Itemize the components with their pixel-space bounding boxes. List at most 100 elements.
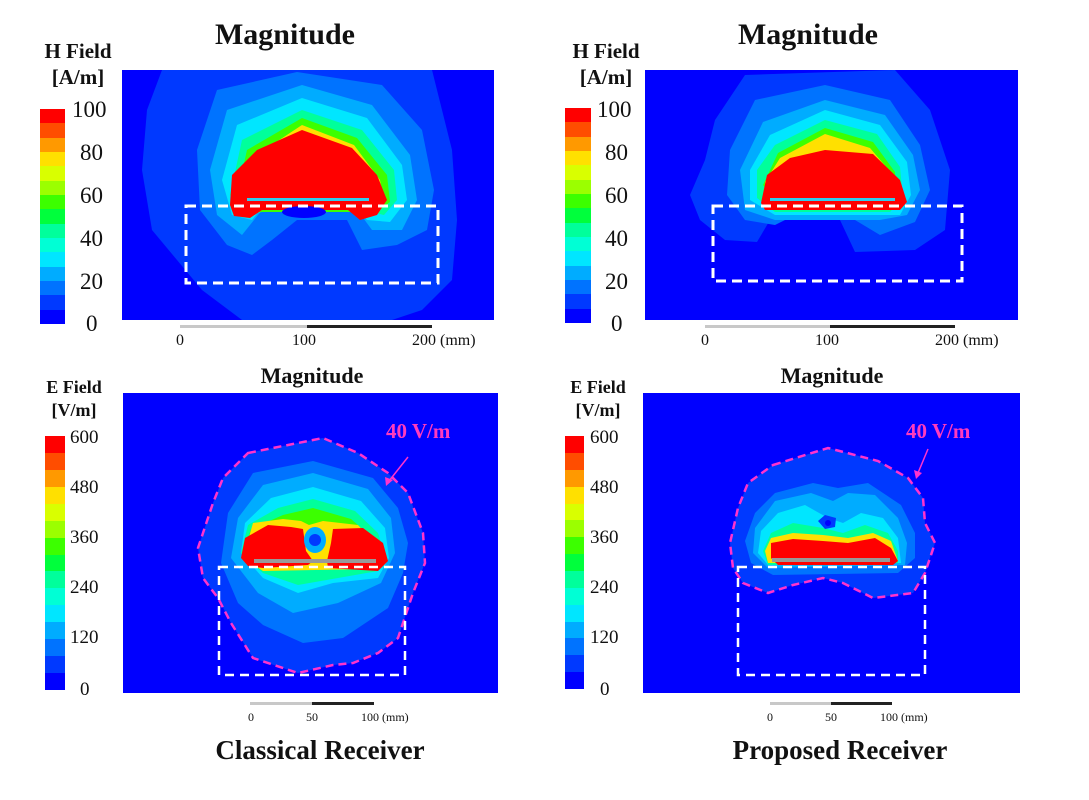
colorbar-band	[45, 503, 65, 521]
colorbar-band	[40, 295, 65, 310]
h-field-map-classical	[122, 70, 494, 320]
colorbar-band	[565, 570, 584, 588]
annotation-arrow	[917, 448, 929, 474]
colorbar-band	[565, 108, 591, 123]
panel-title: Magnitude	[780, 363, 884, 388]
tick-label: 0	[80, 679, 90, 700]
scalebar-label: 100 (mm)	[361, 710, 409, 724]
colorbar-band	[565, 179, 591, 195]
receiver-coil	[247, 198, 369, 201]
colorbar-band	[45, 656, 65, 674]
tick-label: 60	[80, 183, 103, 208]
tick-label: 0	[611, 311, 623, 336]
colorbar-band	[45, 673, 65, 690]
h-colorbar-ticks-proposed: 100 80 60 40 20 0	[597, 98, 647, 336]
colorbar-band	[40, 137, 65, 153]
scalebar-label: 0	[767, 710, 773, 724]
scalebar-dark-segment	[831, 702, 892, 705]
e-field-map-proposed	[643, 393, 1020, 693]
tick-label: 20	[605, 269, 628, 294]
scalebar-label: 200 (mm)	[935, 332, 999, 349]
tick-label: 240	[70, 577, 99, 598]
colorbar-band	[45, 469, 65, 487]
scalebar-label: 100	[815, 332, 839, 349]
low-field-pocket	[282, 206, 326, 218]
colorbar-band	[565, 537, 584, 555]
caption-proposed-receiver: Proposed Receiver	[732, 735, 948, 765]
colorbar-band	[40, 223, 65, 239]
dashed-region-box	[736, 565, 927, 677]
colorbar-band	[565, 655, 584, 673]
colorbar-band	[45, 639, 65, 657]
colorbar-band	[45, 554, 65, 572]
caption-classical-receiver: Classical Receiver	[215, 735, 425, 765]
tick-label: 480	[70, 477, 99, 498]
tick-label: 600	[70, 427, 99, 448]
tick-label: 0	[86, 311, 98, 336]
scalebar-light-segment	[705, 325, 830, 328]
colorbar-band	[565, 265, 591, 281]
colorbar-band	[565, 604, 584, 622]
tick-label: 360	[70, 527, 99, 548]
colorbar-band	[45, 435, 65, 453]
colorbar-band	[45, 520, 65, 538]
dashed-region-box	[184, 204, 440, 285]
scalebar-label: 0	[176, 332, 184, 349]
scalebar-dark-segment	[307, 325, 432, 328]
colorbar-band	[565, 486, 584, 504]
tick-label: 120	[590, 627, 619, 648]
colorbar-band	[565, 208, 591, 223]
annotation-arrowhead	[385, 477, 393, 486]
colorbar-band	[40, 209, 65, 224]
tick-label: 40	[80, 226, 103, 251]
colorbar-band	[40, 281, 65, 296]
colorbar-band	[565, 280, 591, 295]
h-field-map-proposed	[645, 70, 1018, 320]
h-colorbar-title-classical: H Field [A/m]	[28, 38, 128, 90]
colorbar-band	[565, 469, 584, 487]
colorbar-band	[565, 308, 591, 323]
scalebar-light-segment	[250, 702, 312, 705]
e-colorbar-ticks-proposed: 600 480 360 240 120 0	[590, 428, 640, 700]
colorbar-band	[45, 571, 65, 589]
receiver-conductor	[772, 558, 890, 562]
colorbar-band	[565, 194, 591, 209]
tick-label: 480	[590, 477, 619, 498]
scalebar-label: 50	[306, 710, 318, 724]
annotation-arrow	[388, 456, 409, 482]
low-field-notch	[817, 230, 827, 242]
scalebar-dark-segment	[830, 325, 955, 328]
colorbar-band	[565, 136, 591, 152]
e-colorbar-proposed	[565, 436, 584, 689]
colorbar-band	[45, 605, 65, 623]
colorbar-quantity: E Field	[570, 377, 626, 397]
colorbar-band	[565, 554, 584, 571]
colorbar-band	[45, 588, 65, 606]
colorbar-band	[40, 166, 65, 181]
colorbar-band	[565, 222, 591, 238]
tick-label: 20	[80, 269, 103, 294]
panel-title: Magnitude	[214, 18, 355, 51]
scalebar-dark-segment	[312, 702, 374, 705]
h-colorbar-title-proposed: H Field [A/m]	[556, 38, 656, 90]
h-colorbar-classical	[40, 109, 65, 324]
contour-40vm-outline	[196, 436, 427, 675]
e-colorbar-ticks-classical: 600 480 360 240 120 0	[70, 428, 120, 700]
colorbar-band	[45, 537, 65, 555]
colorbar-band	[565, 452, 584, 470]
scalebar-label: 200 (mm)	[412, 332, 476, 349]
panel-title: Magnitude	[737, 18, 878, 51]
colorbar-band	[40, 309, 65, 324]
h-colorbar-proposed	[565, 108, 591, 323]
receiver-conductor	[254, 559, 376, 563]
contour-level-15	[761, 150, 907, 210]
scalebar-light-segment	[770, 702, 831, 705]
scalebar-label: 0	[701, 332, 709, 349]
tick-label: 0	[600, 679, 610, 700]
scalebar-label: 0	[248, 710, 254, 724]
tick-label: 80	[80, 140, 103, 165]
colorbar-band	[45, 452, 65, 470]
contour-annotation-label: 40 V/m	[906, 419, 971, 443]
colorbar-quantity: E Field	[46, 377, 102, 397]
colorbar-band	[565, 638, 584, 656]
